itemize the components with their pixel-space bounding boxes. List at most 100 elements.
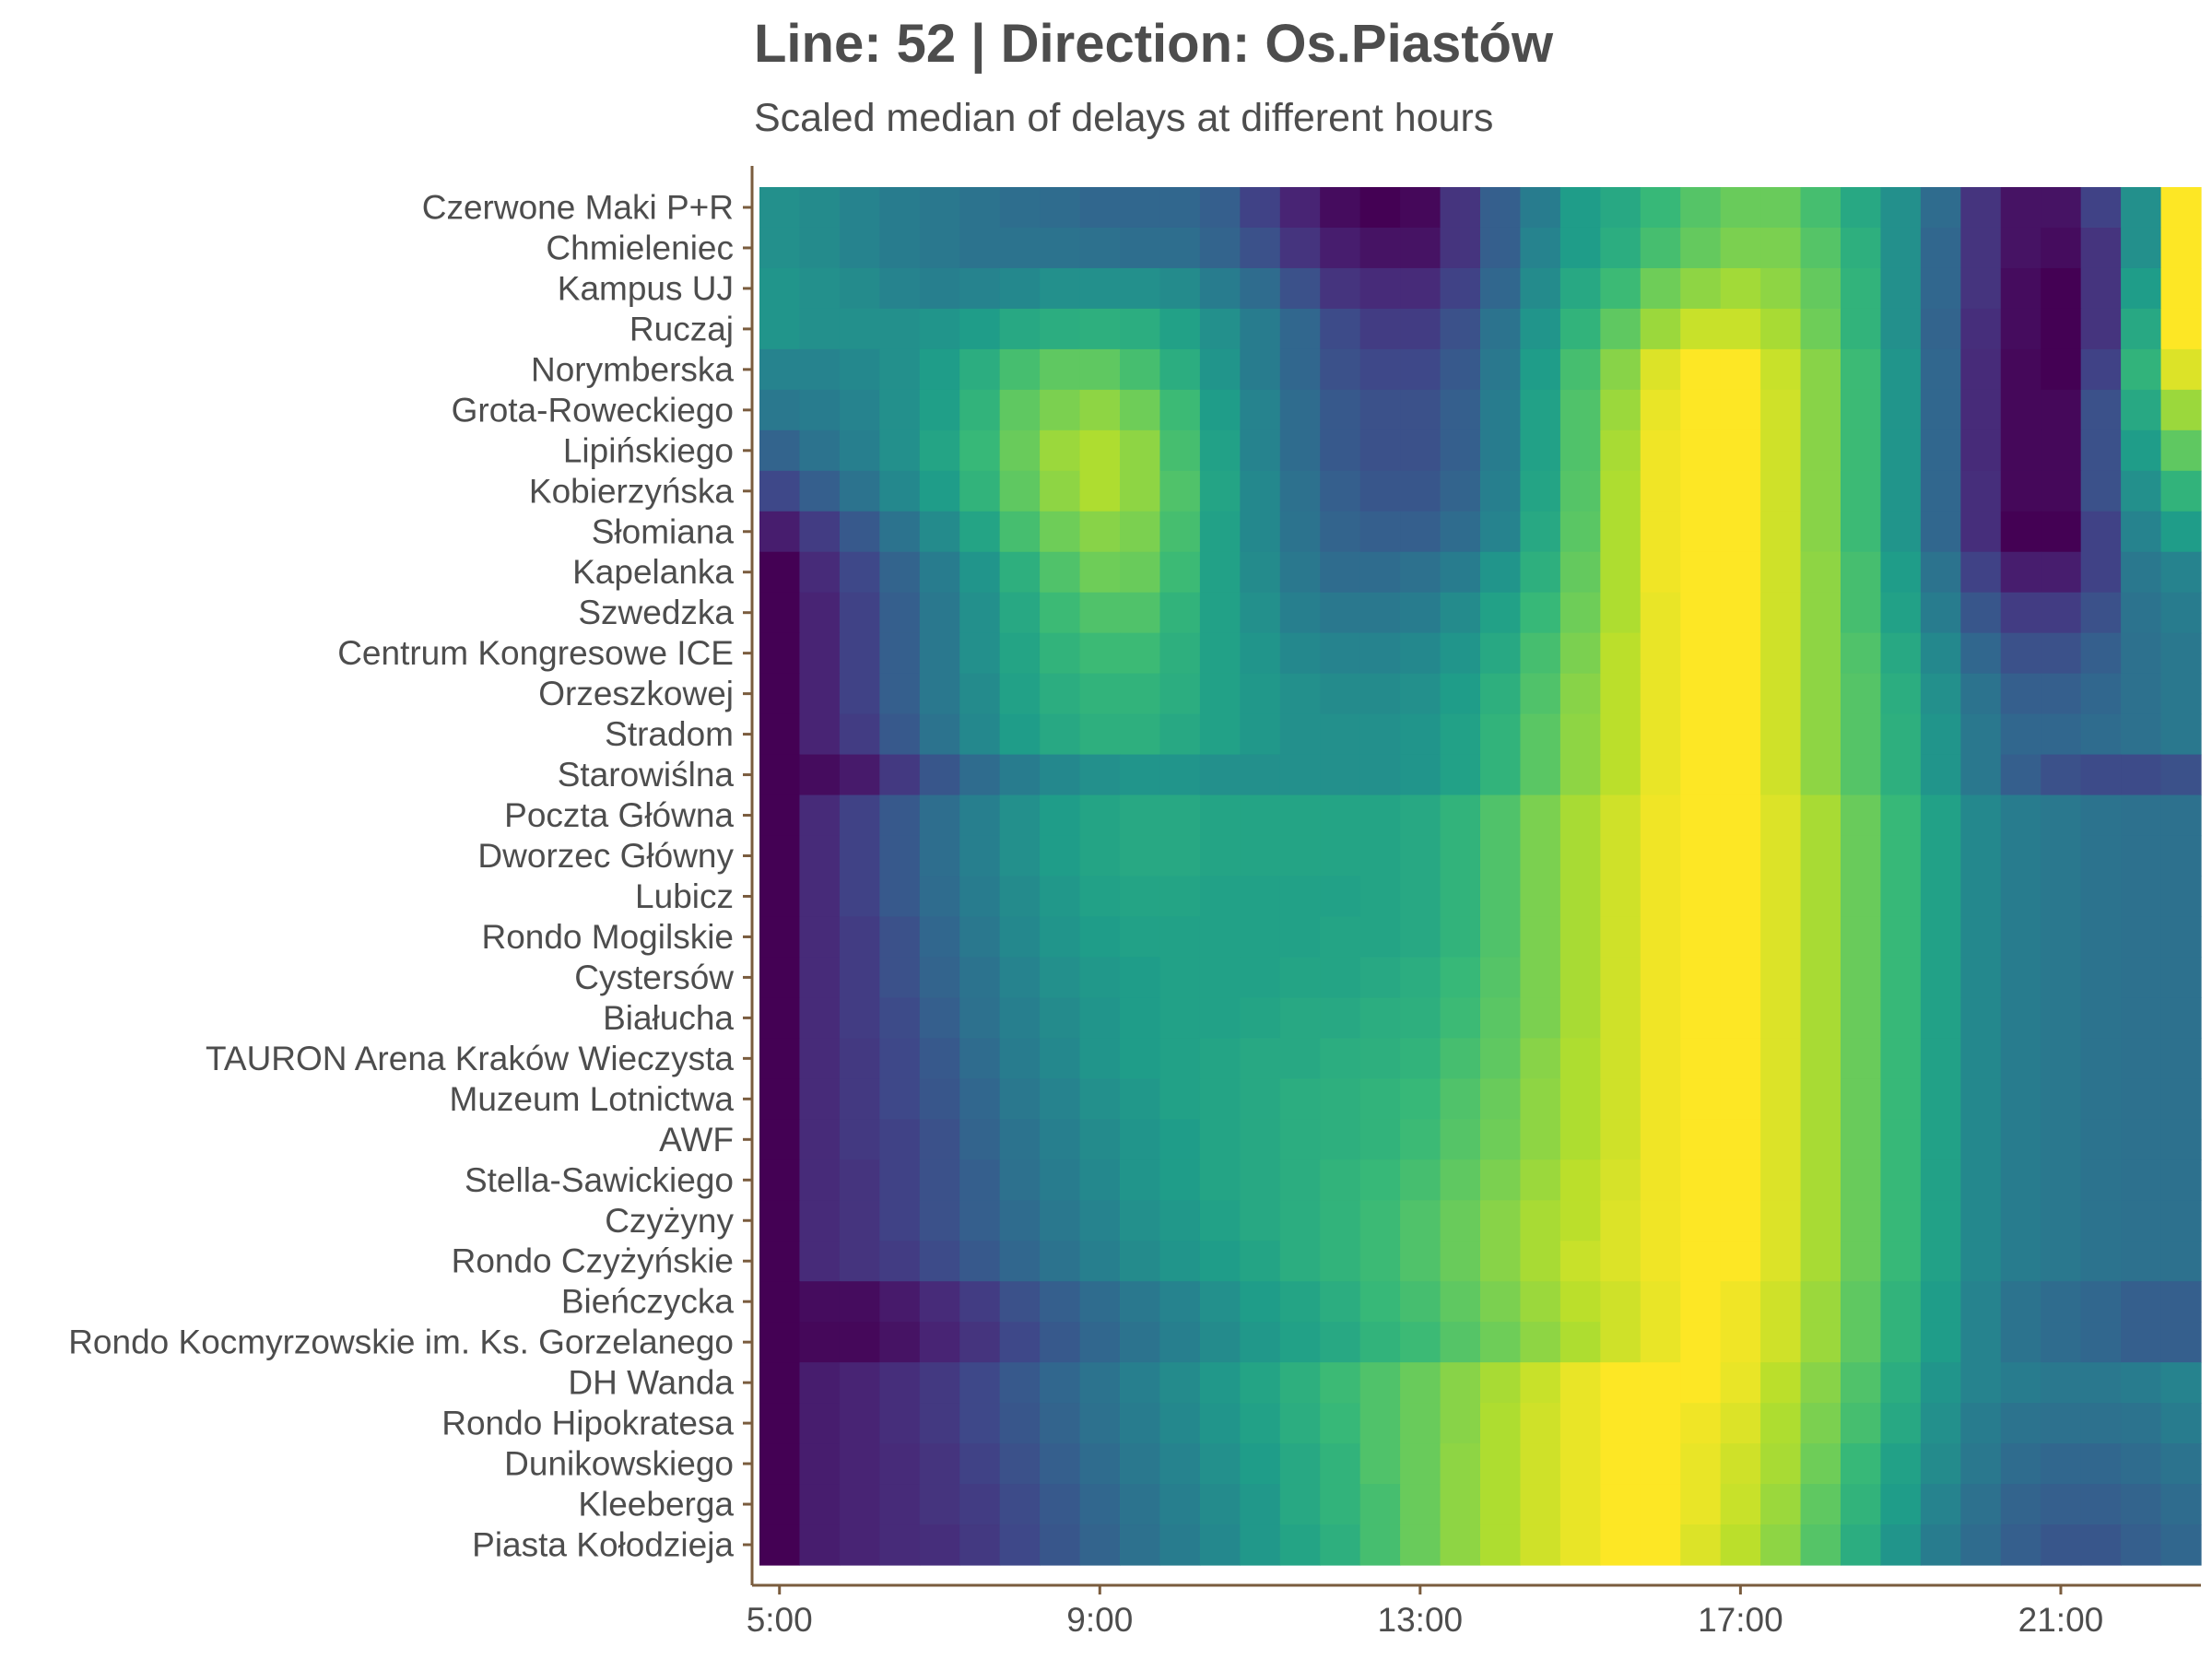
heatmap-cell xyxy=(1640,1241,1681,1282)
heatmap-cell xyxy=(1841,1200,1882,1241)
heatmap-cell xyxy=(1480,429,1522,472)
heatmap-cell xyxy=(1720,1241,1761,1282)
heatmap-cell xyxy=(799,308,841,350)
heatmap-cell xyxy=(2041,267,2082,310)
heatmap-cell xyxy=(1960,592,2002,634)
heatmap-cell xyxy=(2160,592,2202,634)
heatmap-cell xyxy=(1400,1119,1441,1160)
heatmap-cell xyxy=(1159,1078,1201,1120)
heatmap-cell xyxy=(1640,957,1681,999)
heatmap-cell xyxy=(2041,470,2082,512)
heatmap-cell xyxy=(1640,876,1681,918)
heatmap-cell xyxy=(1079,227,1121,269)
heatmap-cell xyxy=(1800,511,1841,553)
heatmap-cell xyxy=(1720,227,1761,269)
heatmap-cell xyxy=(1120,348,1161,391)
heatmap-cell xyxy=(1240,389,1281,431)
heatmap-cell xyxy=(1720,1524,1761,1566)
heatmap-cell xyxy=(1040,267,1081,310)
heatmap-cell xyxy=(2121,1524,2162,1566)
heatmap-cell xyxy=(839,1241,880,1282)
heatmap-cell xyxy=(1359,1119,1401,1160)
heatmap-cell xyxy=(2121,1038,2162,1079)
heatmap-cell xyxy=(1600,267,1641,310)
heatmap-cell xyxy=(1559,227,1601,269)
heatmap-cell xyxy=(1920,713,1961,756)
heatmap-cell xyxy=(1199,1119,1241,1160)
heatmap-cell xyxy=(1079,1484,1121,1525)
heatmap-cell xyxy=(2121,835,2162,877)
heatmap-cell xyxy=(759,876,801,918)
heatmap-cell xyxy=(759,511,801,553)
heatmap-cell xyxy=(799,876,841,918)
heatmap-cell xyxy=(2000,348,2041,391)
heatmap-cell xyxy=(1880,1484,1922,1525)
heatmap-cell xyxy=(1720,470,1761,512)
heatmap-cell xyxy=(1440,957,1481,999)
heatmap-cell xyxy=(839,429,880,472)
heatmap-cell xyxy=(999,997,1041,1039)
heatmap-cell xyxy=(1400,1038,1441,1079)
heatmap-cell xyxy=(1680,1241,1722,1282)
heatmap-cell xyxy=(1199,267,1241,310)
heatmap-cell xyxy=(1800,997,1841,1039)
heatmap-cell xyxy=(959,835,1001,877)
heatmap-cell xyxy=(1199,794,1241,837)
heatmap-cell xyxy=(1440,1443,1481,1485)
heatmap-cell xyxy=(1800,673,1841,715)
heatmap-cell xyxy=(1960,1322,2002,1363)
heatmap-cell xyxy=(1440,267,1481,310)
heatmap-cell xyxy=(1520,308,1561,350)
heatmap-cell xyxy=(799,592,841,634)
heatmap-cell xyxy=(1880,470,1922,512)
heatmap-cell xyxy=(2160,713,2202,756)
heatmap-cell xyxy=(1800,187,1841,229)
heatmap-cell xyxy=(799,1078,841,1120)
heatmap-cell xyxy=(2080,916,2122,959)
heatmap-cell xyxy=(2160,267,2202,310)
heatmap-cell xyxy=(2160,1322,2202,1363)
heatmap-cell xyxy=(839,470,880,512)
heatmap-cell xyxy=(879,754,921,796)
heatmap-cell xyxy=(1159,1403,1201,1444)
heatmap-cell xyxy=(2121,592,2162,634)
heatmap-cell xyxy=(2000,794,2041,837)
heatmap-cell xyxy=(1480,876,1522,918)
heatmap-cell xyxy=(2080,470,2122,512)
heatmap-cell xyxy=(1920,1241,1961,1282)
heatmap-cell xyxy=(1559,1078,1601,1120)
heatmap-cell xyxy=(1279,389,1321,431)
heatmap-cell xyxy=(1520,551,1561,594)
heatmap-cell xyxy=(1240,348,1281,391)
heatmap-cell xyxy=(1760,673,1802,715)
heatmap-cell xyxy=(1600,1119,1641,1160)
heatmap-cell xyxy=(2160,957,2202,999)
heatmap-cell xyxy=(1400,1484,1441,1525)
heatmap-cell xyxy=(1480,997,1522,1039)
heatmap-cell xyxy=(1920,1484,1961,1525)
heatmap-cell xyxy=(1920,754,1961,796)
heatmap-cell xyxy=(1159,632,1201,675)
heatmap-cell xyxy=(1920,957,1961,999)
heatmap-cell xyxy=(1800,754,1841,796)
heatmap-cell xyxy=(1159,997,1201,1039)
heatmap-cell xyxy=(759,187,801,229)
y-tick-label: Muzeum Lotnictwa xyxy=(450,1080,735,1118)
heatmap-cell xyxy=(1359,592,1401,634)
heatmap-cell xyxy=(1480,673,1522,715)
heatmap-cell xyxy=(1640,267,1681,310)
heatmap-cell xyxy=(1800,1038,1841,1079)
y-tick-label: Lipińskiego xyxy=(563,431,734,469)
heatmap-cell xyxy=(1040,187,1081,229)
heatmap-cell xyxy=(1159,1362,1201,1404)
heatmap-cell xyxy=(1880,713,1922,756)
heatmap-cell xyxy=(2041,1119,2082,1160)
heatmap-cell xyxy=(759,1484,801,1525)
heatmap-cell xyxy=(1040,916,1081,959)
heatmap-cell xyxy=(1079,632,1121,675)
heatmap-cell xyxy=(2000,632,2041,675)
heatmap-cell xyxy=(1720,835,1761,877)
y-tick-label: DH Wanda xyxy=(568,1364,734,1402)
heatmap-cell xyxy=(2160,551,2202,594)
heatmap-cell xyxy=(2041,389,2082,431)
